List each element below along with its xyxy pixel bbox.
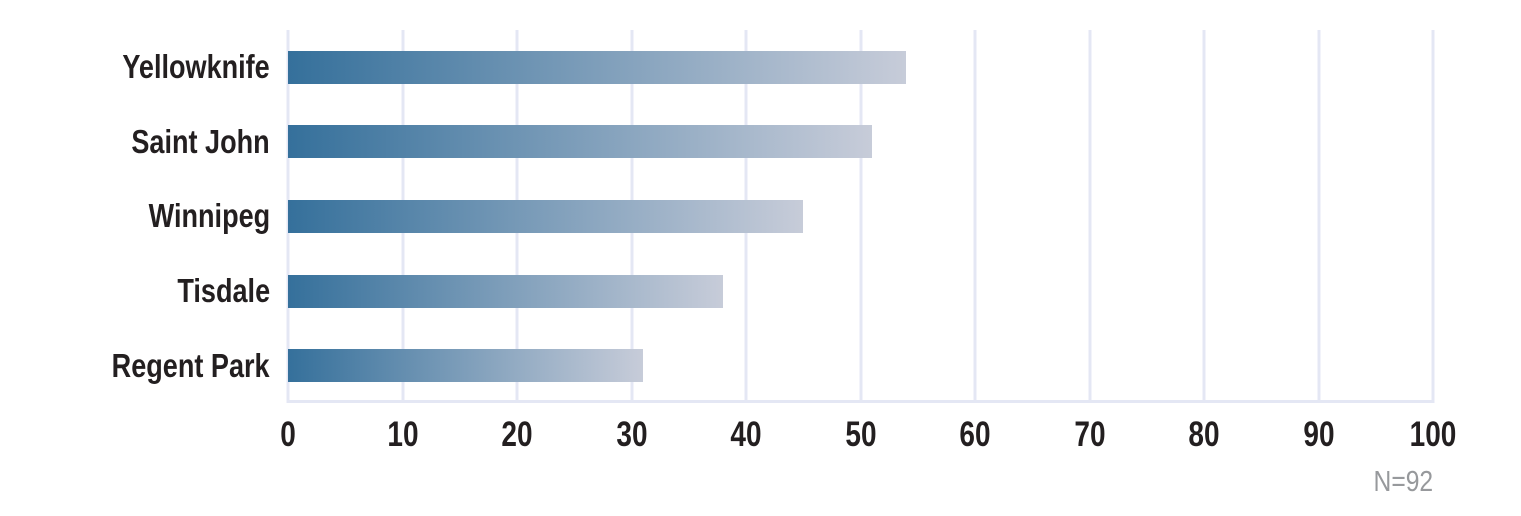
category-label: Yellowknife — [0, 30, 270, 105]
bar — [288, 274, 724, 308]
x-tick-label: 10 — [383, 415, 422, 455]
vertical-gridline — [1431, 30, 1435, 403]
category-label: Winnipeg — [0, 179, 270, 254]
x-tick-text: 20 — [501, 415, 533, 454]
x-tick-label: 60 — [956, 415, 995, 455]
x-tick-label: 90 — [1299, 415, 1338, 455]
category-label-text: Winnipeg — [148, 197, 270, 235]
x-tick-label: 40 — [727, 415, 766, 455]
x-tick-label: 50 — [841, 415, 880, 455]
category-label: Regent Park — [0, 328, 270, 403]
x-axis: 0 10 20 30 40 50 60 70 80 90 100 — [280, 403, 1456, 463]
x-tick-label: 80 — [1185, 415, 1224, 455]
x-tick-text: 100 — [1409, 415, 1457, 454]
category-label-text: Yellowknife — [122, 48, 270, 86]
x-tick-label: 30 — [612, 415, 651, 455]
x-tick-text: 80 — [1188, 415, 1220, 454]
x-tick-text: 30 — [615, 415, 648, 454]
x-tick-text: 50 — [844, 415, 877, 454]
x-tick-text: 0 — [280, 415, 296, 454]
category-labels: Yellowknife Saint John Winnipeg Tisdale Rege… — [0, 30, 270, 403]
bar — [288, 349, 643, 383]
x-tick-text: 90 — [1302, 415, 1335, 454]
x-tick-label: 20 — [498, 415, 537, 455]
x-tick-text: 70 — [1073, 415, 1106, 454]
category-label-text: Regent Park — [112, 346, 270, 384]
bar — [288, 200, 804, 233]
x-tick-text: 40 — [730, 415, 762, 454]
plot-area — [286, 30, 1435, 403]
x-tick-text: 10 — [386, 415, 419, 454]
vertical-gridline — [1202, 30, 1206, 403]
sample-size-annotation: N=92 — [1363, 466, 1433, 499]
x-tick-label: 0 — [278, 415, 297, 455]
x-tick-text: 60 — [959, 415, 991, 454]
x-tick-label: 70 — [1070, 415, 1109, 455]
category-label-text: Tisdale — [177, 272, 270, 310]
vertical-gridline — [1317, 30, 1320, 403]
category-label: Saint John — [0, 105, 270, 180]
category-label-text: Saint John — [131, 122, 270, 160]
bar — [288, 125, 872, 159]
bar — [288, 50, 907, 84]
vertical-gridline — [859, 30, 862, 403]
vertical-gridline — [1088, 30, 1091, 403]
x-tick-label: 100 — [1404, 415, 1462, 455]
vertical-gridline — [973, 30, 977, 403]
category-label: Tisdale — [0, 254, 270, 329]
annotation-text: N=92 — [1373, 466, 1433, 498]
x-axis-line — [288, 400, 1433, 403]
